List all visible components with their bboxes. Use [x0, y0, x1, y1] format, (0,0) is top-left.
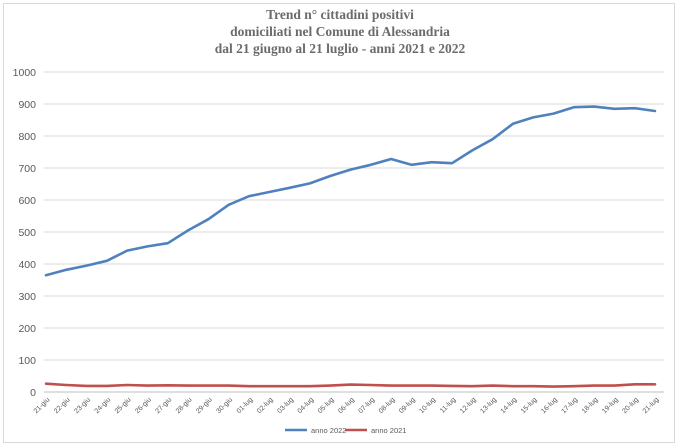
x-tick-label: 22-giu — [53, 396, 72, 415]
x-tick-label: 25-giu — [114, 396, 133, 415]
y-tick-label: 800 — [18, 131, 36, 143]
x-tick-label: 23-giu — [73, 396, 92, 415]
x-tick-label: 01-lug — [236, 396, 255, 415]
x-tick-label: 29-giu — [195, 396, 214, 415]
legend: anno 2022 anno 2021 — [285, 426, 406, 435]
x-tick-label: 17-lug — [560, 396, 579, 415]
x-tick-label: 09-lug — [398, 396, 417, 415]
x-tick-label: 21-lug — [642, 396, 661, 415]
chart-title-line-1: Trend n° cittadini positivi — [266, 7, 414, 22]
y-tick-label: 700 — [18, 163, 36, 175]
x-tick-label: 24-giu — [94, 396, 113, 415]
y-tick-label: 500 — [18, 227, 36, 239]
x-tick-label: 20-lug — [621, 396, 640, 415]
x-tick-label: 11-lug — [439, 396, 457, 414]
x-tick-label: 28-giu — [175, 396, 194, 415]
gridlines — [44, 71, 664, 393]
x-tick-label: 08-lug — [378, 396, 397, 415]
series-line-1 — [44, 105, 657, 277]
legend-label-2: anno 2021 — [371, 426, 406, 435]
y-tick-label: 400 — [18, 259, 36, 271]
x-tick-label: 12-lug — [459, 396, 478, 415]
x-tick-label: 06-lug — [337, 396, 356, 415]
x-tick-label: 14-lug — [500, 396, 519, 415]
y-tick-label: 1000 — [13, 67, 37, 79]
x-tick-label: 30-giu — [215, 396, 234, 415]
y-tick-label: 900 — [18, 99, 36, 111]
x-tick-label: 16-lug — [540, 396, 559, 415]
x-tick-label: 19-lug — [601, 396, 620, 415]
x-tick-label: 15-lug — [520, 396, 539, 415]
y-tick-label: 600 — [18, 195, 36, 207]
x-tick-label: 07-lug — [357, 396, 376, 415]
x-tick-label: 02-lug — [256, 396, 275, 415]
y-tick-label: 100 — [18, 355, 36, 367]
y-tick-label: 200 — [18, 323, 36, 335]
x-tick-label: 18-lug — [581, 396, 600, 415]
chart-title-line-3: dal 21 giugno al 21 luglio - anni 2021 e… — [214, 41, 466, 56]
chart-title: Trend n° cittadini positivi domiciliati … — [0, 6, 680, 57]
series-line-2 — [44, 382, 657, 388]
y-axis-tick-labels: 0 100 200 300 400 500 600 700 800 900 1000 — [13, 67, 37, 399]
series-lines — [44, 105, 657, 388]
x-tick-label: 10-lug — [418, 396, 437, 415]
x-tick-label: 21-giu — [33, 396, 52, 415]
x-tick-label: 13-lug — [479, 396, 498, 415]
x-tick-label: 27-giu — [154, 396, 173, 415]
x-tick-label: 05-lug — [317, 396, 336, 415]
x-tick-label: 04-lug — [297, 396, 316, 415]
x-tick-label: 03-lug — [276, 396, 295, 415]
y-tick-label: 0 — [30, 387, 36, 399]
x-tick-label: 26-giu — [134, 396, 153, 415]
chart-title-line-2: domiciliati nel Comune di Alessandria — [230, 24, 450, 39]
legend-label-1: anno 2022 — [311, 426, 346, 435]
chart-frame — [3, 3, 675, 443]
y-tick-label: 300 — [18, 291, 36, 303]
x-axis-tick-labels: 21-giu 22-giu 23-giu 24-giu 25-giu 26-giu 27-g… — [33, 396, 661, 415]
